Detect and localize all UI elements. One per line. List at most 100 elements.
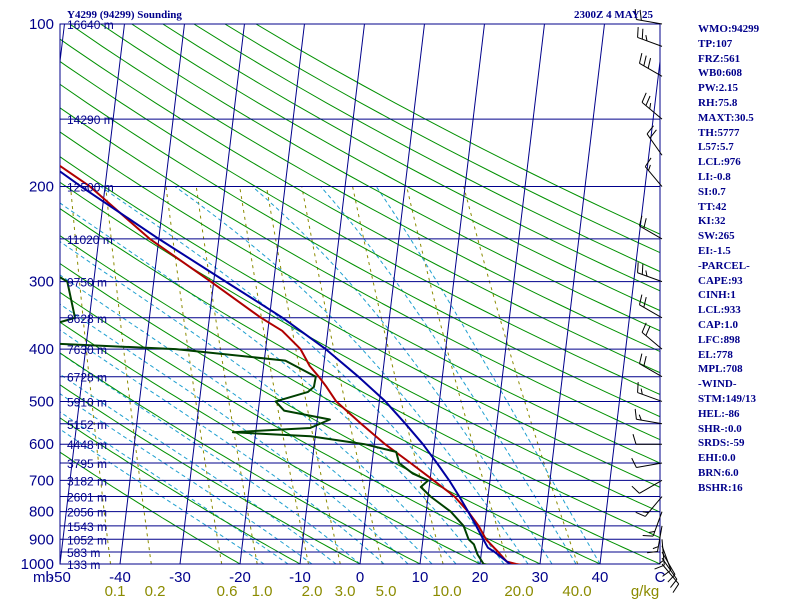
wind-barb-staff [637,392,663,402]
index-item: RH:75.8 [698,96,738,109]
wind-barb [634,9,663,25]
temperature-tick-label: 30 [532,569,549,586]
height-label: 7630 m [67,343,107,357]
mixing-ratio-label: 3.0 [335,583,356,600]
pressure-tick-label: 800 [29,504,54,521]
height-label: 9750 m [67,276,107,290]
height-label: 16640 m [67,18,114,32]
plot-frame [59,23,661,565]
index-item: CINH:1 [698,289,736,302]
wind-barb [638,353,663,378]
isotherm-line [359,24,425,564]
wind-barbs [631,9,680,593]
wind-barb-staff [639,304,663,319]
temperature-tick-label: C [655,569,666,586]
wind-barb-flag [638,353,643,364]
wind-barb [637,27,663,47]
wind-barb-staff [636,462,663,468]
wind-barb [631,457,663,468]
wind-barb [647,525,663,554]
isotherm-line [119,24,185,564]
wind-barb-staff [637,272,663,283]
wind-barb-flag [634,408,637,420]
index-item: -WIND- [698,378,737,391]
wind-barb [634,408,663,425]
wind-barb-staff [652,511,663,537]
wind-barb [641,322,663,350]
index-item: MPL:708 [698,363,743,376]
wind-barb-flag [643,297,647,308]
wind-barb-staff [646,133,663,156]
moist-adiabat-line [60,303,409,564]
wind-barb-flag [631,457,637,468]
wind-barb-flag [631,485,640,494]
index-item: KI:32 [698,215,726,228]
index-item: PW:2.15 [698,82,739,95]
pressure-tick-label: 700 [29,472,54,489]
index-item: SRDS:-59 [698,437,745,450]
mixing-ratio-label: 2.0 [302,583,323,600]
isotherm-line [599,57,660,564]
wind-barb-staff [641,101,663,120]
wind-barb [638,294,663,319]
wind-barb-staff [656,525,663,552]
wind-barb [638,215,663,240]
wind-barb-staff [637,36,663,47]
wind-barb-flag [649,129,657,139]
pressure-tick-label: 600 [29,436,54,453]
wind-barb-flag [642,535,654,537]
mixing-ratio-label: 5.0 [376,583,397,600]
isotherm-line [479,24,545,564]
pressure-tick-label: 1000 [21,556,54,573]
index-item: LCL:976 [698,156,741,169]
pressure-tick-label: 200 [29,179,54,196]
dewpoint-profile [60,276,490,564]
stability-indices-list: WMO:94299 TP:107 FRZ:561 WB0:608 PW:2.15 RH:7… [698,22,759,496]
wind-barb-flag [644,157,652,167]
wind-barb-flag [641,92,647,103]
wind-barb-staff [639,479,663,494]
isotherm-line [419,24,485,564]
wind-barb-flag [638,53,643,64]
index-item: LFC:898 [698,333,741,346]
index-item: CAP:1.0 [698,318,739,331]
wind-barb-flag [649,102,652,109]
mixing-ratio-label: 10.0 [432,583,461,600]
index-item: WB0:608 [698,67,742,80]
index-item: LCL:933 [698,304,741,317]
wind-barb-flag [667,574,676,583]
index-item: L57:5.7 [698,141,734,154]
wind-barb [642,511,663,537]
height-label: 6728 m [67,371,107,385]
mixing-ratio-label: 0.1 [105,583,126,600]
pressure-tick-label: 100 [29,16,54,33]
wind-barb-staff [661,539,665,566]
wind-barb-flag [672,583,680,593]
wind-barb-flag [645,325,651,336]
height-label: 583 m [67,546,100,560]
pressure-tick-label: 300 [29,274,54,291]
index-item: CAPE:93 [698,274,743,287]
index-item: LI:-0.8 [698,170,731,183]
moist-adiabat-line [60,329,385,564]
mixing-ratio-label: 1.0 [252,583,273,600]
wind-barb-staff [639,62,663,77]
height-label: 5152 m [67,418,107,432]
height-label: 12500 m [67,181,114,195]
isotherm-line [239,24,305,564]
wind-barb-flag [647,550,658,554]
wind-barb-flag [648,530,655,534]
wind-barb [654,539,665,570]
wind-barb-staff [661,545,672,571]
wind-barb-staff [641,332,663,350]
wind-barb-flag [645,35,648,41]
wind-barb [638,53,663,77]
temperature-tick-label: -50 [49,569,71,586]
wind-barb [646,125,663,156]
index-item: TT:42 [698,200,727,213]
index-item: SI:0.7 [698,185,726,198]
mixing-ratio-label: 20.0 [504,583,533,600]
height-label: 2056 m [67,506,107,520]
